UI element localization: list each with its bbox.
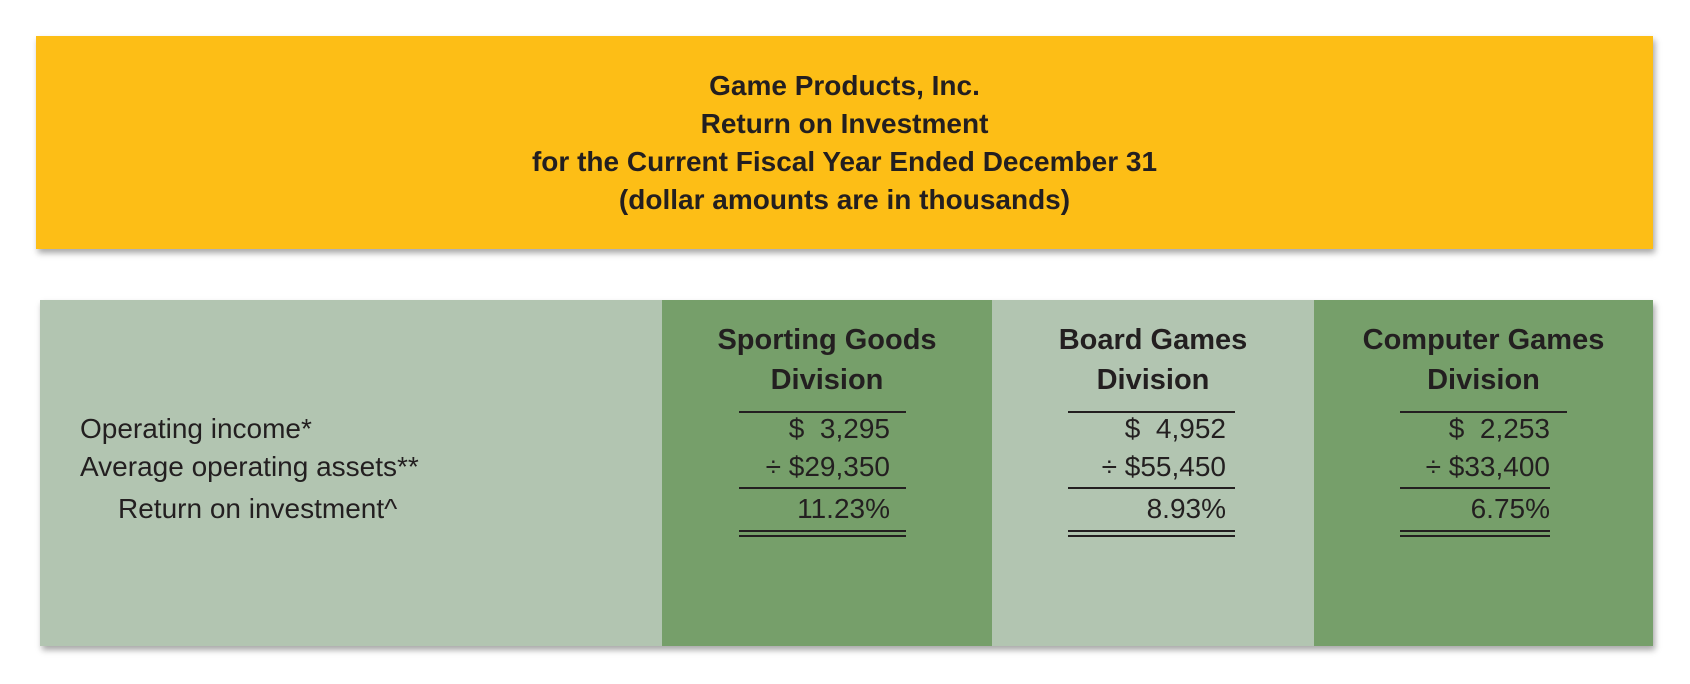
average-operating-assets-value: ÷ $33,400 — [1425, 451, 1550, 482]
division-column-board-games: Board Games Division $ 4,952 ÷ $55,450 8… — [992, 300, 1314, 646]
operating-income-value: $ 4,952 — [1124, 413, 1226, 444]
operating-income-value: $ 2,253 — [1448, 413, 1550, 444]
header-underline — [1400, 411, 1567, 413]
division-label: Division — [1427, 364, 1540, 396]
average-operating-assets-value: ÷ $29,350 — [765, 451, 890, 482]
total-double-underline — [739, 530, 906, 537]
roi-table: Operating income* Average operating asse… — [40, 300, 1653, 646]
division-column-computer-games: Computer Games Division $ 2,253 ÷ $33,40… — [1314, 300, 1653, 646]
header-underline — [739, 411, 906, 413]
report-title: Return on Investment — [700, 107, 989, 139]
report-units-note: (dollar amounts are in thousands) — [618, 183, 1071, 215]
division-name: Sporting Goods — [717, 324, 937, 356]
division-name: Computer Games — [1362, 324, 1605, 356]
division-header: Computer Games Division — [1314, 320, 1653, 400]
row-label-return-on-investment: Return on investment^ — [118, 493, 398, 524]
division-name: Board Games — [1058, 324, 1248, 356]
division-column-sporting-goods: Sporting Goods Division $ 3,295 ÷ $29,35… — [662, 300, 992, 646]
operating-income-value: $ 3,295 — [788, 413, 890, 444]
report-period: for the Current Fiscal Year Ended Decemb… — [531, 145, 1158, 177]
company-name: Game Products, Inc. — [709, 69, 980, 101]
subtotal-line — [739, 487, 906, 489]
row-label-operating-income: Operating income* — [80, 413, 312, 444]
return-on-investment-value: 6.75% — [1470, 493, 1550, 524]
total-double-underline — [1068, 530, 1235, 537]
division-label: Division — [770, 364, 884, 396]
subtotal-line — [1068, 487, 1235, 489]
subtotal-line — [1400, 487, 1550, 489]
division-header: Sporting Goods Division — [662, 320, 992, 400]
return-on-investment-value: 8.93% — [1146, 493, 1226, 524]
header-underline — [1068, 411, 1235, 413]
division-header: Board Games Division — [992, 320, 1314, 400]
return-on-investment-value: 11.23% — [797, 493, 890, 524]
total-double-underline — [1400, 530, 1550, 537]
report-header: Game Products, Inc. Return on Investment… — [36, 36, 1653, 249]
row-label-average-operating-assets: Average operating assets** — [80, 451, 419, 482]
division-label: Division — [1096, 364, 1210, 396]
average-operating-assets-value: ÷ $55,450 — [1101, 451, 1226, 482]
